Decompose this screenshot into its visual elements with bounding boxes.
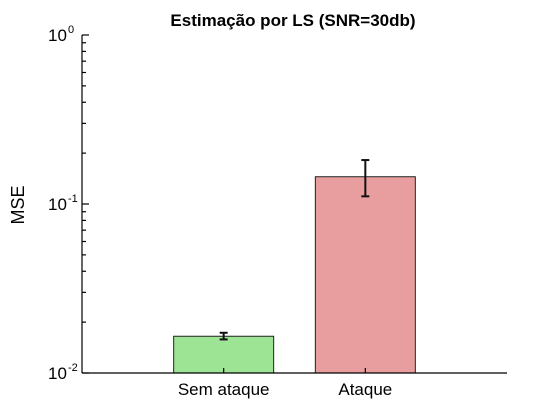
bar-1: [314, 176, 416, 374]
chart-title: Estimação por LS (SNR=30db): [170, 11, 415, 30]
x-tick-label-0: Sem ataque: [178, 380, 270, 399]
y-tick-label-2: 10: [48, 26, 67, 45]
x-ticks-layer: Sem ataque Ataque: [178, 368, 392, 399]
bar-0: [173, 335, 275, 374]
error-bar-0: [219, 331, 228, 341]
y-tick-exponent-0: -2: [68, 362, 78, 374]
bars-layer: [173, 176, 416, 374]
y-axis-label: MSE: [8, 185, 28, 224]
y-tick-label-1: 10: [48, 195, 67, 214]
y-tick-exponent-1: -1: [68, 193, 78, 205]
y-tick-exponent-2: 0: [68, 24, 74, 36]
y-tick-label-0: 10: [48, 364, 67, 383]
error-bars-layer: [219, 159, 370, 341]
x-tick-label-1: Ataque: [338, 380, 392, 399]
error-bar-1: [361, 159, 370, 198]
